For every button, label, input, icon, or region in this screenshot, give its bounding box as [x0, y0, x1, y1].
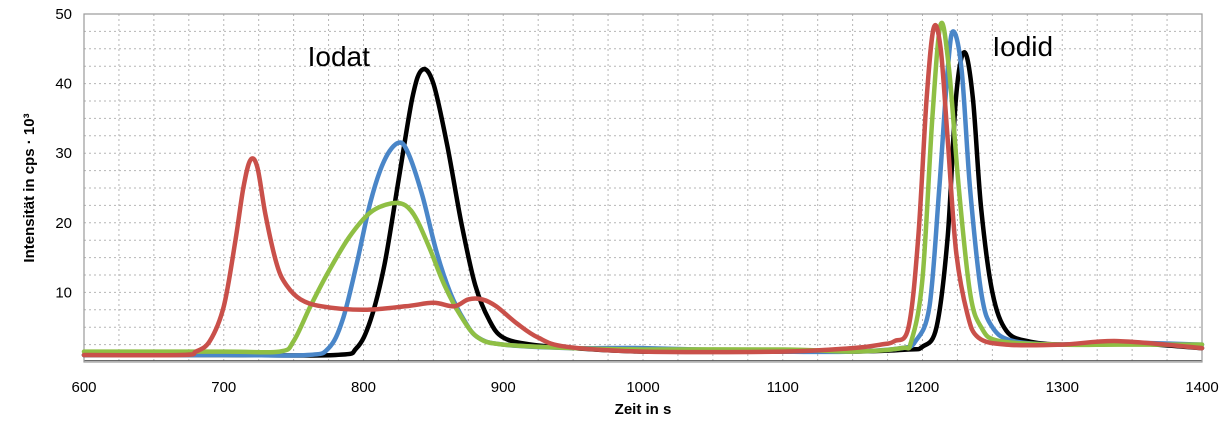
annotations: Iodat Iodid: [308, 31, 1053, 72]
y-tick-label: 50: [55, 6, 72, 23]
x-tick-label: 800: [351, 379, 376, 396]
plot-frame: [83, 13, 1203, 363]
x-tick-label: 900: [491, 379, 516, 396]
y-axis-title: Intensität in cps · 10³: [21, 113, 38, 262]
y-tick-label: 20: [55, 215, 72, 232]
y-tick-label: 10: [55, 284, 72, 301]
series-group: [81, 20, 1205, 358]
x-tick-label: 1400: [1185, 379, 1218, 396]
grid: [83, 14, 1203, 362]
series-line-4: [81, 22, 1205, 358]
x-tick-label: 600: [71, 379, 96, 396]
tick-labels: 600 700 800 900 1000 1100 1200 1300 1400 10 20 30 40…: [55, 6, 1218, 396]
x-tick-label: 1000: [626, 379, 659, 396]
y-tick-label: 40: [55, 76, 72, 93]
annotation-label: Iodid: [992, 31, 1053, 62]
x-tick-label: 700: [211, 379, 236, 396]
y-tick-label: 30: [55, 145, 72, 162]
annotation-label: Iodat: [308, 41, 370, 72]
x-axis-title: Zeit in s: [615, 401, 672, 418]
x-tick-label: 1100: [767, 379, 799, 396]
x-tick-label: 1200: [906, 379, 939, 396]
x-tick-label: 1300: [1046, 379, 1079, 396]
